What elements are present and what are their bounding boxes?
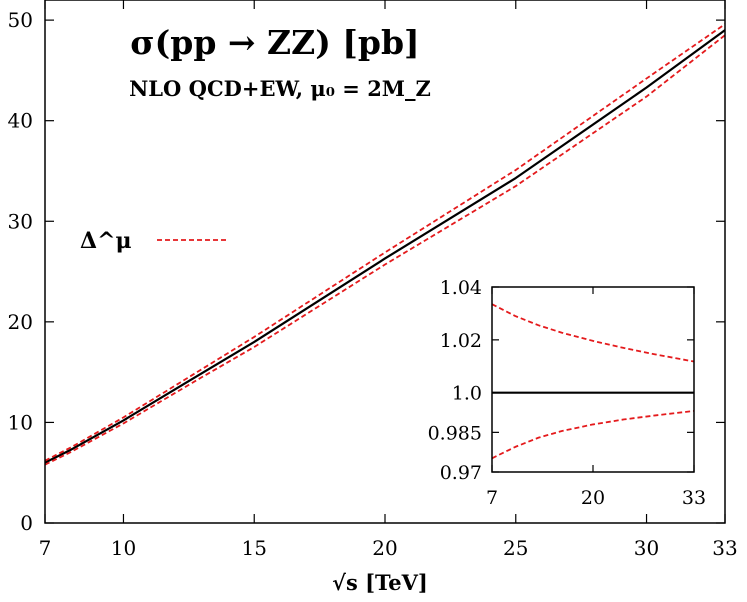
- y-tick-label: 10: [8, 410, 33, 434]
- main-series-central: [44, 29, 726, 464]
- inset-y-tick-label: 1.04: [440, 277, 482, 299]
- inset-series-lower: [491, 410, 695, 460]
- inset-x-tick-label: 33: [682, 487, 706, 509]
- x-tick-label: 25: [503, 536, 528, 560]
- x-tick-label: 10: [111, 536, 136, 560]
- inset-y-tick-label: 1.02: [440, 330, 482, 352]
- y-tick-label: 0: [20, 511, 33, 535]
- inset-y-tick-label: 0.97: [440, 462, 482, 484]
- main-series-upper: [44, 23, 726, 462]
- x-tick-label: 33: [712, 536, 737, 560]
- main-series-lower: [44, 34, 726, 466]
- inset-x-tick-label: 20: [581, 487, 605, 509]
- x-axis-label: √s [TeV]: [332, 570, 428, 595]
- inset-x-tick-label: 7: [486, 487, 498, 509]
- chart-subtitle: NLO QCD+EW, μ₀ = 2M_Z: [129, 76, 431, 101]
- y-tick-label: 30: [8, 209, 33, 233]
- legend: Δ^μ: [80, 228, 228, 254]
- chart-title: σ(pp → ZZ) [pb]: [130, 23, 419, 62]
- y-tick-label: 40: [8, 109, 33, 133]
- x-tick-label: 30: [634, 536, 659, 560]
- y-tick-label: 50: [8, 8, 33, 32]
- x-tick-label: 15: [242, 536, 267, 560]
- inset-background: [492, 287, 694, 472]
- y-tick-label: 20: [8, 310, 33, 334]
- x-tick-label: 20: [372, 536, 397, 560]
- legend-label: Δ^μ: [80, 228, 132, 254]
- x-tick-label: 7: [39, 536, 52, 560]
- inset-plot: 7 20 33 0.97 0.985 1.0 1.02 1.04: [428, 277, 707, 509]
- inset-y-tick-label: 1.0: [452, 383, 482, 405]
- inset-y-tick-label: 0.985: [428, 422, 482, 444]
- inset-series-upper: [491, 303, 695, 363]
